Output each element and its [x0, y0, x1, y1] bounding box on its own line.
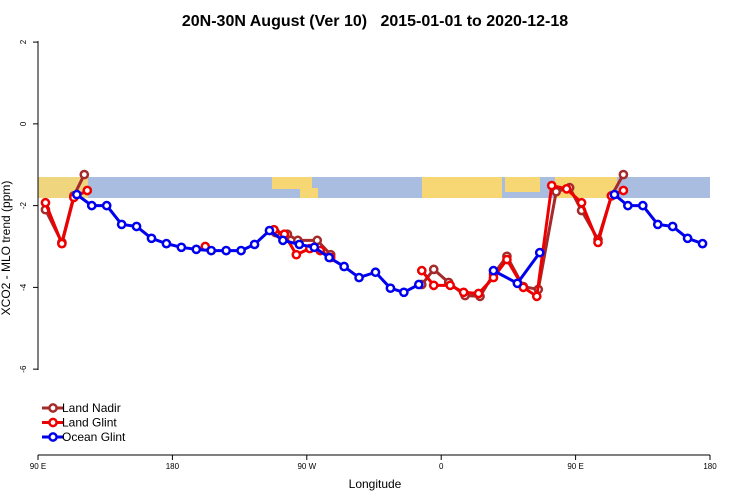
data-point [445, 280, 456, 291]
data-point [146, 233, 157, 244]
data-point [623, 200, 633, 211]
data-point [291, 249, 302, 260]
data-point [667, 221, 678, 232]
data-point [618, 169, 629, 180]
data-point [551, 186, 562, 197]
data-point [309, 242, 320, 253]
y-tick-label: -2 [19, 202, 28, 210]
data-point [399, 287, 409, 298]
data-point [339, 261, 349, 272]
data-point [697, 238, 708, 249]
y-axis-label: XCO2 - MLO trend (ppm) [0, 181, 13, 316]
data-point [416, 265, 427, 276]
data-point [294, 239, 305, 250]
data-point [561, 184, 572, 194]
x-tick-label: 90 E [30, 462, 46, 471]
data-point [101, 200, 112, 211]
data-point [354, 272, 364, 283]
legend-marker [48, 403, 58, 413]
data-point [385, 283, 396, 294]
legend-label: Ocean Glint [62, 430, 126, 444]
x-tick-label: 180 [166, 462, 180, 471]
data-point [576, 197, 587, 208]
data-point [593, 237, 603, 248]
data-point [512, 278, 523, 289]
x-tick-label: 180 [703, 462, 717, 471]
data-point [86, 200, 97, 211]
legend-label: Land Nadir [62, 401, 121, 415]
data-point [473, 288, 484, 299]
data-point [488, 265, 499, 276]
y-tick-label: 0 [19, 121, 28, 126]
data-point [652, 219, 663, 230]
data-point [206, 245, 217, 256]
data-point [278, 235, 288, 246]
data-point [428, 264, 439, 275]
x-tick-label: 90 E [567, 462, 583, 471]
data-point [236, 245, 246, 256]
y-tick-label: -4 [19, 283, 28, 291]
data-point [428, 280, 439, 291]
data-point [546, 180, 557, 191]
data-point [324, 252, 335, 263]
data-point [249, 239, 260, 250]
data-point [176, 242, 187, 253]
data-point [264, 225, 275, 236]
data-point [618, 185, 629, 196]
legend-marker [48, 417, 58, 428]
chart-title: 20N-30N August (Ver 10) 2015-01-01 to 20… [182, 13, 568, 30]
data-point [682, 233, 693, 244]
data-point [609, 189, 620, 200]
data-point [116, 219, 127, 230]
data-point [71, 189, 82, 200]
data-point [40, 197, 51, 208]
data-point [191, 244, 202, 255]
legend-marker [48, 432, 58, 442]
x-tick-label: 90 W [297, 462, 316, 471]
y-tick-label: 2 [19, 39, 28, 44]
data-point [161, 238, 172, 249]
data-point [458, 287, 469, 298]
data-point [413, 279, 424, 290]
x-tick-label: 0 [439, 462, 444, 471]
data-point [502, 254, 512, 265]
data-point [57, 238, 67, 249]
y-tick-label: -6 [19, 365, 28, 373]
data-point [82, 185, 93, 196]
data-point [79, 169, 90, 180]
legend-label: Land Glint [62, 416, 117, 430]
data-point [534, 247, 545, 258]
data-point [221, 245, 232, 256]
data-point [637, 200, 648, 211]
x-axis-label: Longitude [349, 477, 402, 491]
data-point [131, 221, 142, 232]
data-point [531, 291, 542, 302]
data-point [370, 267, 381, 278]
series-line [44, 184, 624, 298]
